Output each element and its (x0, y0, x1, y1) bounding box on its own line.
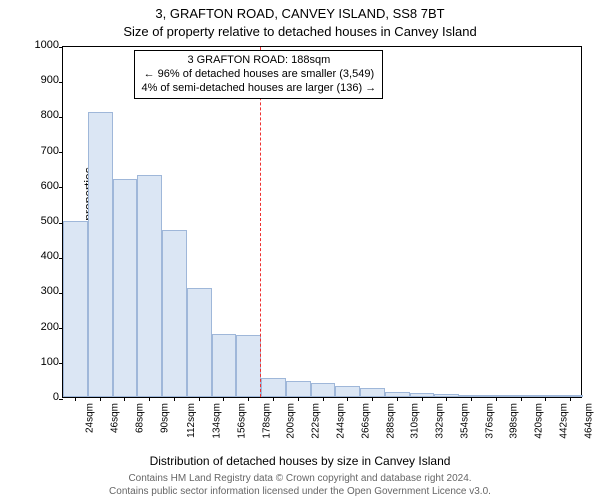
xtick-mark (75, 397, 76, 401)
xtick-label: 134sqm (211, 403, 222, 439)
xtick-label: 244sqm (335, 403, 346, 439)
xtick-label: 464sqm (583, 403, 594, 439)
ytick-label: 300 (41, 285, 63, 297)
xtick-mark (471, 397, 472, 401)
ytick-label: 200 (41, 321, 63, 333)
histogram-bar (162, 230, 187, 397)
xtick-label: 68sqm (134, 403, 145, 433)
footer-copyright: Contains HM Land Registry data © Crown c… (0, 473, 600, 484)
annotation-line2: ← 96% of detached houses are smaller (3,… (141, 68, 376, 82)
xtick-mark (124, 397, 125, 401)
xtick-label: 222sqm (311, 403, 322, 439)
ytick-label: 800 (41, 109, 63, 121)
histogram-bar (236, 335, 261, 397)
annotation-line3: 4% of semi-detached houses are larger (1… (141, 82, 376, 96)
xtick-label: 178sqm (261, 403, 272, 439)
xtick-label: 354sqm (459, 403, 470, 439)
ytick-label: 400 (41, 250, 63, 262)
histogram-bar (459, 395, 484, 397)
xtick-label: 398sqm (509, 403, 520, 439)
xtick-label: 376sqm (484, 403, 495, 439)
histogram-bar (335, 386, 360, 397)
histogram-bar (509, 395, 534, 397)
histogram-bar (558, 395, 583, 397)
histogram-bar (410, 393, 435, 397)
histogram-bar (261, 378, 286, 397)
ytick-label: 700 (41, 145, 63, 157)
xtick-mark (521, 397, 522, 401)
histogram-bar (137, 175, 162, 397)
xtick-label: 200sqm (286, 403, 297, 439)
histogram-bar (434, 394, 459, 397)
ytick-label: 500 (41, 215, 63, 227)
histogram-bar (63, 221, 88, 397)
xtick-mark (347, 397, 348, 401)
x-axis-label: Distribution of detached houses by size … (0, 454, 600, 468)
xtick-mark (397, 397, 398, 401)
footer-licence: Contains public sector information licen… (0, 486, 600, 497)
xtick-label: 442sqm (558, 403, 569, 439)
xtick-mark (174, 397, 175, 401)
annotation-box: 3 GRAFTON ROAD: 188sqm ← 96% of detached… (134, 50, 383, 99)
histogram-bar (360, 388, 385, 397)
histogram-bar (286, 381, 311, 397)
ytick-label: 100 (41, 356, 63, 368)
histogram-bar (385, 392, 410, 397)
xtick-mark (273, 397, 274, 401)
xtick-mark (422, 397, 423, 401)
xtick-label: 24sqm (85, 403, 96, 433)
xtick-label: 90sqm (159, 403, 170, 433)
histogram-bar (187, 288, 212, 397)
xtick-mark (570, 397, 571, 401)
xtick-mark (446, 397, 447, 401)
xtick-mark (545, 397, 546, 401)
xtick-label: 310sqm (410, 403, 421, 439)
reference-line (260, 47, 261, 397)
xtick-mark (298, 397, 299, 401)
annotation-line1: 3 GRAFTON ROAD: 188sqm (141, 54, 376, 68)
chart-subtitle: Size of property relative to detached ho… (0, 24, 600, 39)
xtick-mark (100, 397, 101, 401)
histogram-bar (113, 179, 138, 397)
ytick-label: 1000 (35, 39, 63, 51)
xtick-label: 420sqm (533, 403, 544, 439)
ytick-label: 900 (41, 74, 63, 86)
ytick-label: 0 (53, 391, 63, 403)
xtick-mark (149, 397, 150, 401)
xtick-label: 112sqm (186, 403, 197, 438)
ytick-label: 600 (41, 180, 63, 192)
xtick-mark (199, 397, 200, 401)
xtick-label: 288sqm (385, 403, 396, 439)
chart-title-line1: 3, GRAFTON ROAD, CANVEY ISLAND, SS8 7BT (0, 6, 600, 21)
xtick-label: 46sqm (110, 403, 121, 433)
xtick-mark (496, 397, 497, 401)
xtick-mark (323, 397, 324, 401)
histogram-bar (212, 334, 237, 397)
xtick-label: 266sqm (360, 403, 371, 439)
xtick-mark (248, 397, 249, 401)
xtick-mark (372, 397, 373, 401)
xtick-mark (223, 397, 224, 401)
xtick-label: 332sqm (434, 403, 445, 439)
histogram-bar (311, 383, 336, 397)
xtick-label: 156sqm (236, 403, 247, 439)
histogram-bar (484, 395, 509, 397)
histogram-bar (533, 395, 558, 397)
histogram-bar (88, 112, 113, 397)
